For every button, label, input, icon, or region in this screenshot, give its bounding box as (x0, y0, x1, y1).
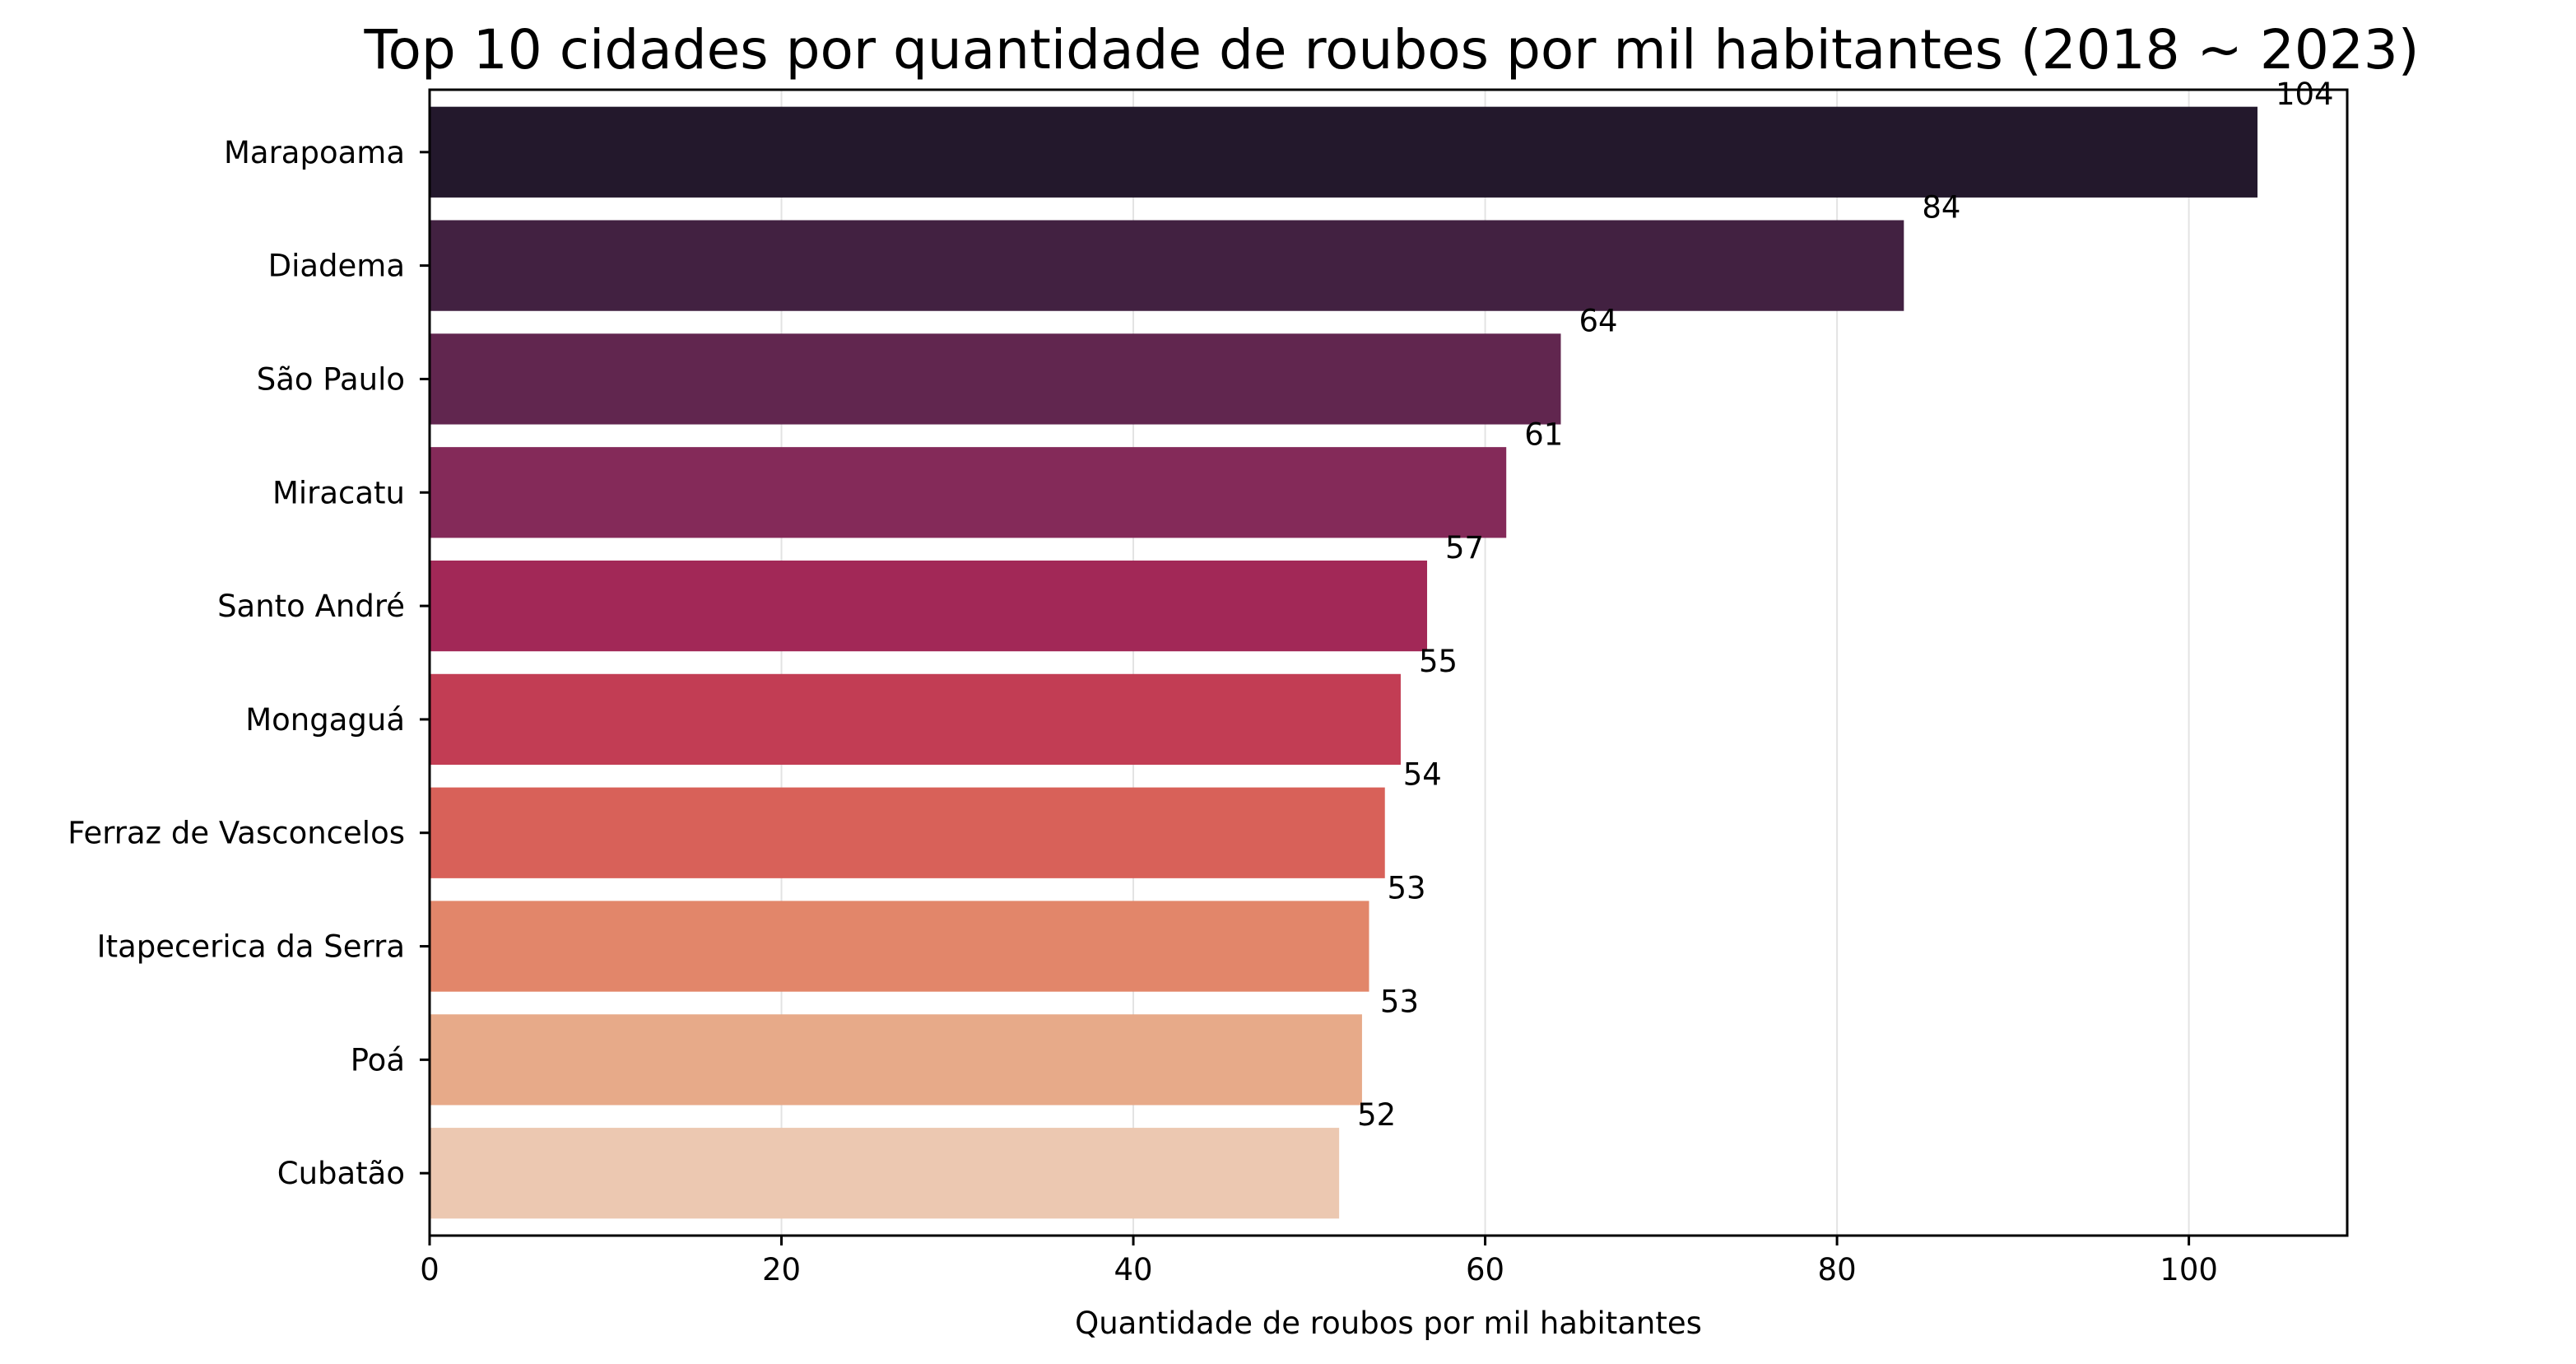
bar-value-label: 53 (1380, 984, 1419, 1019)
plot-frame (428, 88, 2349, 1237)
y-tick-label: Ferraz de Vasconcelos (67, 816, 405, 851)
y-tick-label: São Paulo (257, 361, 405, 397)
x-tick-label: 80 (1818, 1252, 1857, 1287)
y-axis: Marapoama Diadema São Paulo Miracatu Santo A… (67, 135, 430, 1191)
bar-value-label: 64 (1579, 303, 1617, 338)
bar (430, 220, 1904, 311)
bar-value-label: 53 (1387, 871, 1425, 906)
y-tick-label: Mongaguá (245, 702, 405, 738)
bar-value-label: 55 (1419, 644, 1458, 679)
bar (430, 673, 1401, 766)
y-tick-label: Cubatão (277, 1156, 405, 1191)
bars (430, 106, 2257, 1219)
bar (430, 106, 2257, 198)
x-tick-label: 60 (1466, 1252, 1504, 1287)
x-axis: 0 20 40 60 80 100 (420, 1236, 2218, 1287)
x-tick-label: 40 (1114, 1252, 1152, 1287)
y-tick-label: Santo André (217, 589, 405, 624)
bar (430, 787, 1385, 878)
y-tick-label: Miracatu (272, 475, 405, 510)
bar-value-label: 104 (2276, 77, 2334, 112)
x-tick-label: 20 (762, 1252, 801, 1287)
x-tick-label: 100 (2160, 1252, 2218, 1287)
bar (430, 560, 1428, 652)
bar (430, 333, 1561, 425)
bar (430, 447, 1507, 538)
y-tick-label: Poá (351, 1042, 405, 1078)
bar (430, 1128, 1340, 1219)
bar (430, 1014, 1362, 1106)
y-tick-label: Diadema (268, 249, 405, 284)
chart-title: Top 10 cidades por quantidade de roubos … (363, 18, 2419, 81)
bar-value-label: 57 (1445, 530, 1484, 566)
y-tick-label: Itapecerica da Serra (97, 929, 405, 965)
y-tick-label: Marapoama (224, 135, 405, 170)
x-tick-label: 0 (420, 1252, 439, 1287)
bar-value-label: 84 (1922, 190, 1960, 226)
data-labels: 104 84 64 61 57 55 54 53 53 52 (1357, 77, 2333, 1133)
bar-value-label: 54 (1403, 757, 1442, 793)
bar-value-label: 52 (1357, 1097, 1396, 1133)
bar (430, 901, 1369, 992)
x-axis-title: Quantidade de roubos por mil habitantes (1075, 1306, 1702, 1341)
bar-value-label: 61 (1524, 417, 1563, 452)
